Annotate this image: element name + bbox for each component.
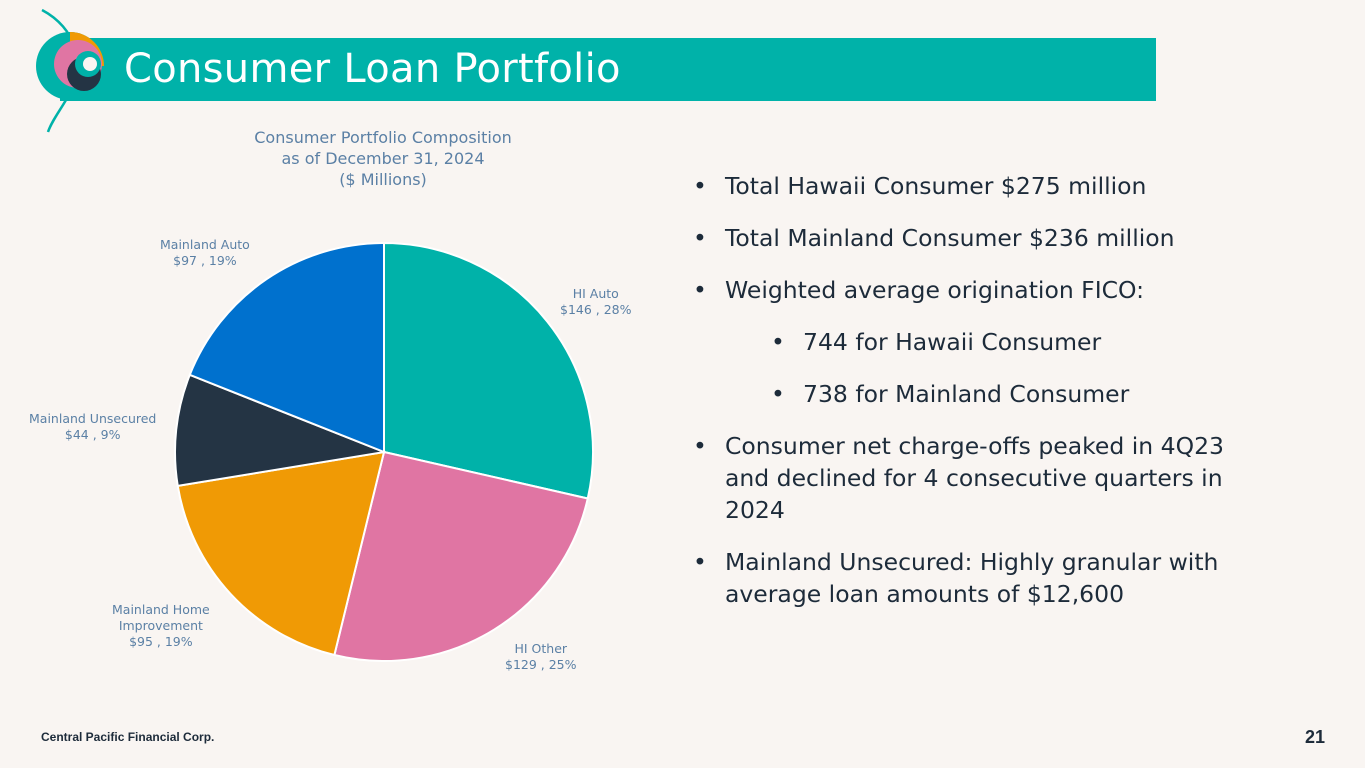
- slice-label-value: $129 , 25%: [505, 657, 577, 672]
- slice-label-name: Mainland Auto: [160, 237, 250, 252]
- slice-label-name: HI Other: [514, 641, 568, 656]
- sub-bullet-item: • 744 for Hawaii Consumer: [771, 328, 1102, 356]
- company-logo: [36, 8, 104, 133]
- bullet-item: • Total Mainland Consumer $236 million: [693, 224, 1175, 252]
- bullet-text: Weighted average origination FICO:: [725, 276, 1145, 304]
- page-title: Consumer Loan Portfolio: [124, 46, 621, 92]
- bullet-text: Total Hawaii Consumer $275 million: [725, 172, 1147, 200]
- sub-bullet-item: • 738 for Mainland Consumer: [771, 380, 1130, 408]
- pie-slice-hi-other: [333, 450, 589, 662]
- slice-label-name: Mainland Home: [112, 602, 210, 617]
- page-number: 21: [1304, 727, 1325, 747]
- bullet-text: Total Mainland Consumer $236 million: [725, 224, 1175, 252]
- footer-company-name: Central Pacific Financial Corp.: [41, 730, 215, 744]
- bullet-text: 738 for Mainland Consumer: [803, 380, 1130, 408]
- slice-label-mainland-unsecured: Mainland Unsecured $44 , 9%: [29, 411, 156, 443]
- bullet-list: • Total Hawaii Consumer $275 million • Tot…: [693, 170, 1253, 630]
- chart-title-line-2: as of December 31, 2024: [281, 149, 485, 168]
- bullet-item: • Consumer net charge-offs peaked in 4Q23…: [693, 432, 1225, 524]
- slice-label-value: $146 , 28%: [560, 302, 632, 317]
- slice-label-name: Mainland Unsecured: [29, 411, 157, 426]
- bullet-text: Consumer net charge-offs peaked in 4Q23 …: [725, 432, 1225, 524]
- slice-label-name: Improvement: [118, 618, 203, 633]
- slice-label-value: $44 , 9%: [64, 427, 121, 442]
- slice-label-mainland-auto: Mainland Auto $97 , 19%: [160, 237, 250, 269]
- slice-label-name: HI Auto: [572, 286, 619, 301]
- pie-chart: [174, 241, 595, 662]
- bullet-item: • Weighted average origination FICO:: [693, 276, 1145, 304]
- bullet-text: 744 for Hawaii Consumer: [803, 328, 1102, 356]
- bullet-item: • Total Hawaii Consumer $275 million: [693, 172, 1147, 200]
- pie-slice-hi-auto: [383, 241, 595, 500]
- slice-label-value: $95 , 19%: [129, 634, 193, 649]
- bullet-item: • Mainland Unsecured: Highly granular wit…: [693, 548, 1219, 608]
- slice-label-mainland-home-improvement: Mainland Home Improvement $95 , 19%: [112, 602, 210, 650]
- slice-label-hi-auto: HI Auto $146 , 28%: [560, 286, 632, 318]
- slice-label-hi-other: HI Other $129 , 25%: [505, 641, 577, 673]
- pie-slice-mainland-home-improvement: [176, 450, 386, 657]
- title-bar: [60, 38, 1156, 101]
- chart-title-line-3: ($ Millions): [339, 170, 427, 189]
- chart-title-line-1: Consumer Portfolio Composition: [254, 128, 512, 147]
- slice-label-value: $97 , 19%: [173, 253, 237, 268]
- pie-slice-mainland-unsecured: [174, 373, 388, 488]
- chart-title: Consumer Portfolio Composition as of Dec…: [233, 127, 533, 190]
- pie-slice-mainland-auto: [188, 241, 385, 454]
- bullet-text: Mainland Unsecured: Highly granular with…: [725, 548, 1219, 608]
